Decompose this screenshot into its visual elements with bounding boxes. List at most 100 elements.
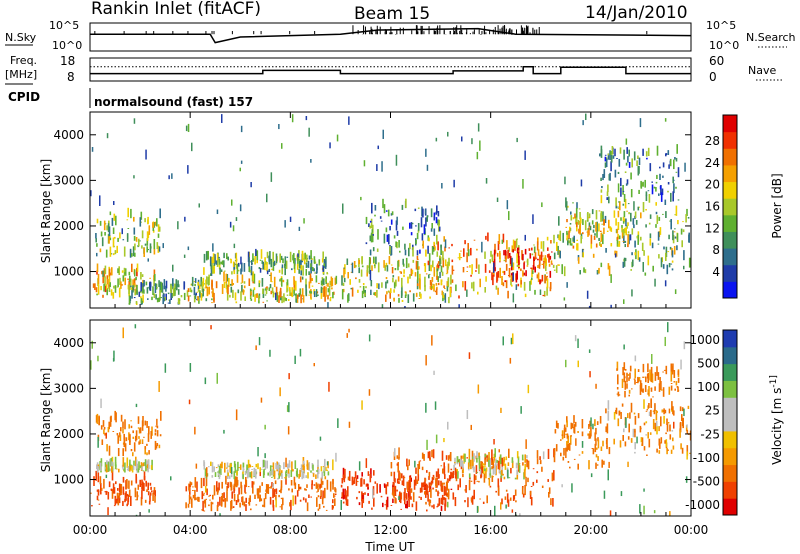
heatmap-cell [686, 451, 688, 460]
heatmap-cell [627, 374, 630, 376]
heatmap-cell [256, 293, 259, 297]
heatmap-cell [441, 183, 443, 189]
heatmap-cell [588, 424, 590, 429]
heatmap-cell [226, 274, 229, 282]
heatmap-cell [189, 287, 192, 292]
colorbar-tick-label: 20 [705, 178, 720, 192]
heatmap-cell [342, 501, 345, 504]
heatmap-cell [305, 498, 307, 503]
heatmap-cell [612, 155, 615, 159]
heatmap-cell [114, 495, 117, 499]
heatmap-cell [423, 481, 426, 490]
heatmap-cell [595, 427, 597, 435]
heatmap-cell [608, 461, 610, 468]
heatmap-cell [671, 260, 674, 263]
heatmap-cell [565, 359, 567, 368]
heatmap-cell [414, 208, 417, 212]
heatmap-cell [668, 263, 671, 268]
heatmap-cell [444, 246, 446, 252]
heatmap-cell [687, 405, 690, 409]
heatmap-cell [521, 250, 523, 260]
heatmap-cell [271, 482, 273, 487]
heatmap-cell [341, 275, 343, 286]
heatmap-cell [136, 263, 139, 272]
heatmap-cell [403, 269, 405, 274]
heatmap-cell [477, 123, 480, 132]
heatmap-cell [395, 154, 398, 166]
heatmap-cell [455, 469, 457, 479]
heatmap-cell [476, 505, 479, 513]
heatmap-cell [425, 273, 428, 275]
heatmap-cell [499, 471, 502, 475]
heatmap-cell [594, 233, 596, 236]
heatmap-cell [640, 437, 643, 443]
heatmap-cell [592, 423, 594, 430]
heatmap-cell [264, 288, 267, 291]
heatmap-cell [160, 411, 162, 421]
heatmap-cell [189, 295, 192, 297]
heatmap-cell [665, 246, 668, 257]
heatmap-cell [151, 490, 153, 493]
heatmap-cell [296, 296, 299, 303]
heatmap-cell [390, 471, 393, 477]
heatmap-cell [197, 289, 200, 292]
heatmap-cell [385, 262, 388, 267]
heatmap-cell [522, 270, 524, 277]
heatmap-cell [341, 496, 343, 499]
heatmap-cell [385, 210, 388, 212]
heatmap-cell [317, 294, 319, 296]
heatmap-cell [511, 509, 514, 513]
heatmap-cell [468, 473, 471, 478]
heatmap-cell [128, 271, 131, 276]
heatmap-cell [389, 248, 391, 250]
heatmap-cell [298, 258, 300, 261]
heatmap-cell [156, 242, 159, 249]
colorbar-swatch [723, 248, 737, 266]
heatmap-cell [613, 438, 615, 445]
heatmap-cell [554, 429, 557, 434]
heatmap-cell [117, 237, 119, 242]
heatmap-cell [687, 217, 690, 219]
heatmap-cell [662, 371, 664, 373]
heatmap-cell [437, 503, 439, 507]
heatmap-cell [109, 458, 111, 467]
heatmap-cell [290, 480, 293, 486]
heatmap-cell [325, 286, 327, 297]
heatmap-cell [148, 426, 150, 435]
heatmap-cell [502, 282, 505, 287]
heatmap-cell [565, 447, 567, 459]
heatmap-cell [356, 481, 359, 483]
heatmap-cell [301, 288, 304, 297]
heatmap-cell [481, 466, 484, 474]
heatmap-cell [584, 269, 587, 274]
heatmap-cell [268, 487, 271, 489]
heatmap-cell [118, 266, 120, 275]
heatmap-cell [617, 206, 619, 208]
heatmap-cell [547, 254, 549, 258]
heatmap-cell [641, 242, 644, 251]
heatmap-cell [269, 471, 271, 477]
heatmap-cell [347, 476, 350, 481]
heatmap-cell [307, 260, 310, 268]
heatmap-cell [536, 479, 538, 483]
y-tick-label: 1000 [53, 473, 84, 487]
heatmap-cell [383, 260, 385, 268]
heatmap-cell [341, 492, 344, 498]
heatmap-cell [212, 253, 215, 264]
heatmap-cell [683, 408, 685, 417]
heatmap-cell [117, 448, 120, 457]
heatmap-cell [627, 234, 629, 245]
colorbar-swatch [723, 330, 737, 348]
heatmap-cell [642, 363, 645, 373]
heatmap-cell [433, 212, 436, 219]
heatmap-cell [116, 245, 118, 253]
freq-trace [90, 65, 691, 75]
heatmap-cell [418, 298, 421, 299]
heatmap-cell [577, 431, 579, 433]
heatmap-cell [229, 481, 232, 488]
heatmap-cell [519, 513, 521, 516]
heatmap-cell [542, 451, 545, 460]
heatmap-cell [282, 258, 284, 264]
heatmap-cell [602, 440, 604, 447]
heatmap-cell [146, 421, 148, 428]
